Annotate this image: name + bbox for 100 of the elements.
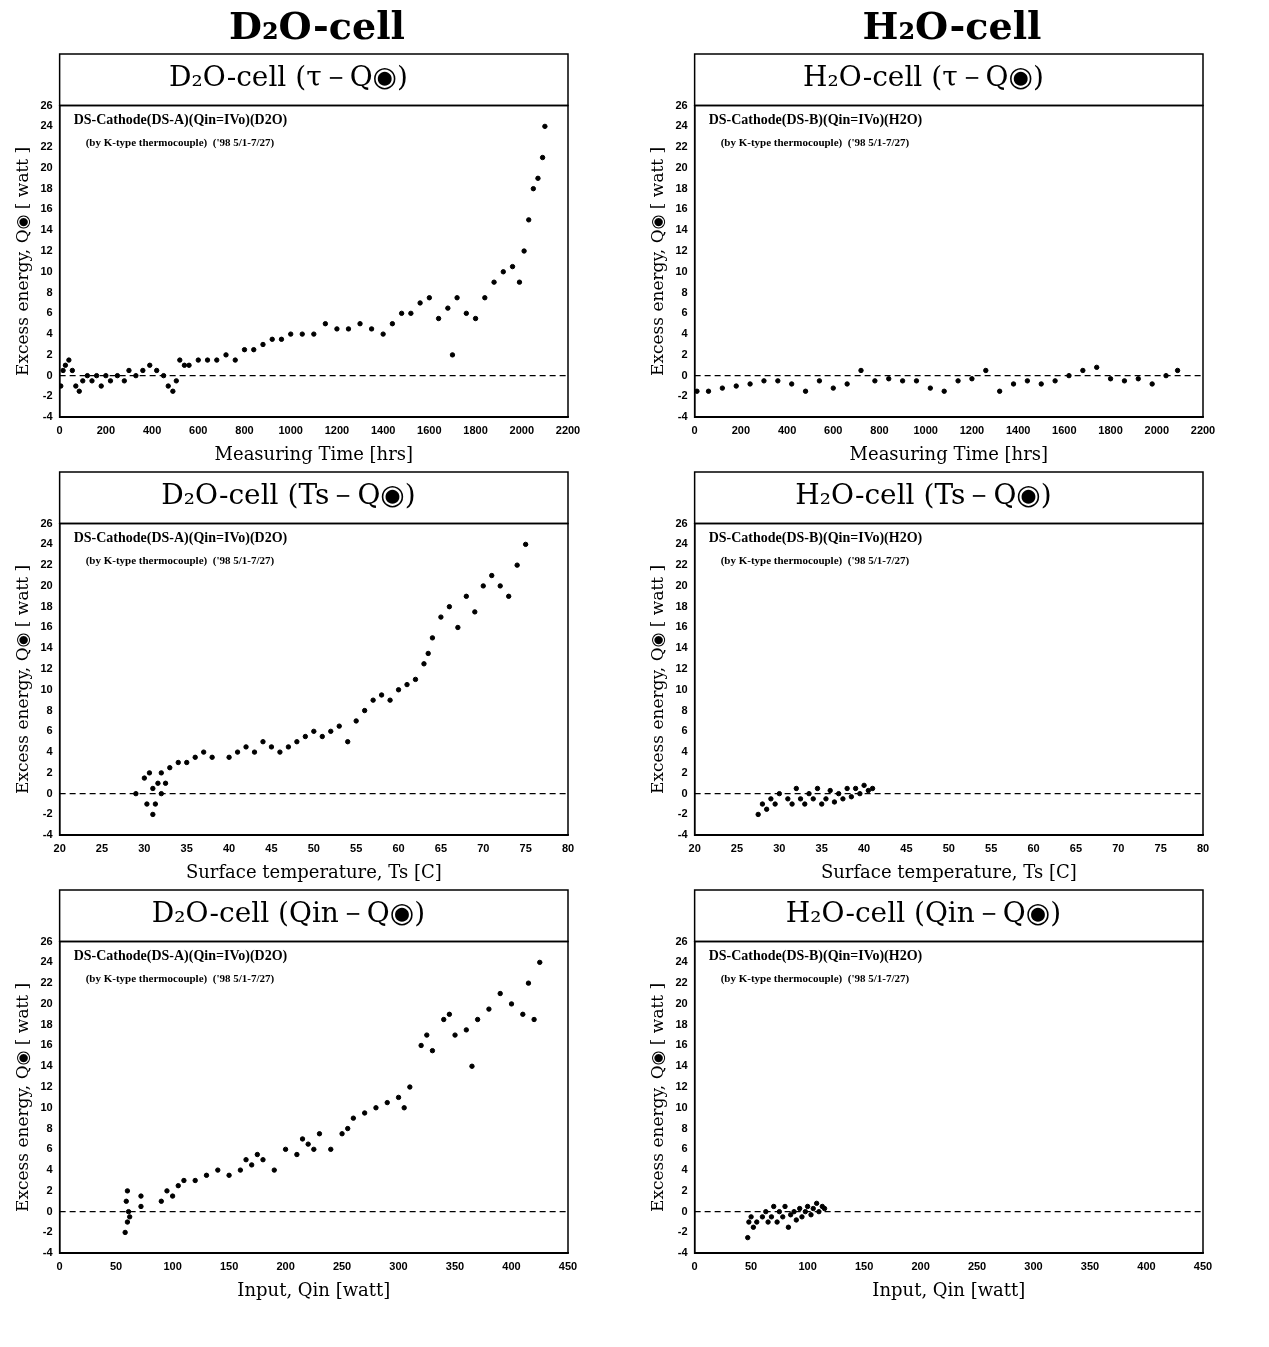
y-tick-label: 16	[39, 620, 53, 633]
y-tick-label: 22	[39, 976, 53, 989]
y-tick-label: 14	[39, 223, 53, 236]
x-tick-label: 300	[388, 1259, 408, 1272]
y-tick-label: 16	[39, 202, 53, 215]
x-tick-label: 45	[264, 841, 278, 854]
x-tick-label: 65	[1069, 841, 1082, 854]
y-tick-label: -2	[677, 389, 688, 402]
y-tick-label: 22	[674, 558, 688, 571]
y-tick-label: 14	[674, 1059, 688, 1072]
annotation: DS-Cathode(DS-B)(Qin=IVo)(H2O)	[708, 948, 923, 965]
x-tick-label: 60	[1026, 841, 1040, 854]
annotation: (by K-type thermocouple) ('98 5/1-7/27)	[720, 971, 909, 985]
y-tick-label: 0	[46, 786, 53, 799]
x-axis-title: Measuring Time [hrs]	[849, 442, 1048, 464]
y-tick-label: 16	[674, 1038, 688, 1051]
y-tick-label: 24	[674, 955, 688, 968]
annotation: (by K-type thermocouple) ('98 5/1-7/27)	[720, 135, 909, 149]
chart-subtitle: H₂O-cell	[862, 2, 1042, 50]
y-tick-label: 4	[681, 1163, 689, 1176]
y-tick-label: 8	[46, 1121, 53, 1134]
x-tick-label: 350	[1080, 1259, 1099, 1272]
y-tick-label: 16	[674, 620, 688, 633]
x-tick-label: 400	[501, 1259, 521, 1272]
x-axis-title: Input, Qin [watt]	[236, 1278, 390, 1300]
x-tick-label: 200	[731, 423, 750, 436]
y-tick-label: -4	[42, 410, 54, 423]
x-tick-label: 65	[434, 841, 447, 854]
y-tick-label: 0	[681, 368, 688, 381]
y-tick-label: 2	[46, 347, 53, 360]
x-tick-label: 450	[1193, 1259, 1212, 1272]
y-tick-label: 8	[681, 703, 688, 716]
x-tick-label: 1800	[1097, 423, 1123, 436]
y-tick-label: -2	[677, 1225, 688, 1238]
x-tick-label: 1400	[370, 423, 395, 436]
x-tick-label: 2000	[1144, 423, 1169, 436]
y-tick-label: 20	[674, 160, 688, 173]
chart-title: D₂O-cell (Qin－Q◉)	[151, 896, 425, 930]
y-tick-label: 0	[46, 368, 53, 381]
x-axis-title: Surface temperature, Ts [C]	[185, 860, 442, 882]
x-tick-label: 60	[391, 841, 405, 854]
y-tick-label: 6	[681, 1142, 688, 1155]
x-tick-label: 600	[188, 423, 207, 436]
y-tick-label: 10	[39, 682, 53, 695]
y-tick-label: 22	[674, 976, 688, 989]
y-tick-label: 24	[674, 119, 688, 132]
y-tick-label: -4	[677, 410, 689, 423]
y-tick-label: 6	[46, 1142, 53, 1155]
x-tick-label: 2000	[509, 423, 534, 436]
x-tick-label: 800	[234, 423, 254, 436]
x-tick-label: 0	[691, 423, 698, 436]
x-tick-label: 1800	[462, 423, 488, 436]
x-tick-label: 0	[691, 1259, 698, 1272]
y-tick-label: 6	[46, 306, 53, 319]
y-tick-label: -4	[42, 828, 54, 841]
chart-title: H₂O-cell (τ－Q◉)	[802, 60, 1044, 94]
chart-title: D₂O-cell (τ－Q◉)	[168, 60, 408, 94]
x-tick-label: 55	[349, 841, 362, 854]
x-axis-title: Surface temperature, Ts [C]	[820, 860, 1077, 882]
y-tick-label: 14	[674, 641, 688, 654]
x-tick-label: 30	[772, 841, 785, 854]
x-tick-label: 70	[1111, 841, 1124, 854]
y-tick-label: 6	[46, 724, 53, 737]
y-axis-title: Excess energy, Q◉ [ watt ]	[646, 982, 667, 1213]
y-tick-label: 10	[39, 264, 53, 277]
y-tick-label: 2	[681, 765, 688, 778]
x-tick-label: 1400	[1005, 423, 1030, 436]
x-tick-label: 150	[219, 1259, 238, 1272]
x-tick-label: 50	[307, 841, 320, 854]
x-tick-label: 250	[332, 1259, 351, 1272]
y-tick-label: 22	[39, 558, 53, 571]
y-tick-label: 4	[681, 745, 689, 758]
y-tick-label: 22	[39, 140, 53, 153]
y-tick-label: 2	[681, 347, 688, 360]
y-tick-label: 10	[674, 1100, 688, 1113]
y-tick-label: 8	[46, 285, 53, 298]
y-axis-title: Excess energy, Q◉ [ watt ]	[646, 146, 667, 377]
y-tick-label: -4	[677, 1246, 689, 1259]
x-tick-label: 200	[96, 423, 115, 436]
x-tick-label: 2200	[555, 423, 580, 436]
y-tick-label: 18	[674, 1017, 688, 1030]
y-tick-label: 6	[681, 306, 688, 319]
y-tick-label: -2	[677, 807, 688, 820]
y-tick-label: 6	[681, 724, 688, 737]
y-tick-label: 14	[674, 223, 688, 236]
chart-title: H₂O-cell (Ts－Q◉)	[794, 478, 1052, 512]
y-tick-label: -4	[42, 1246, 54, 1259]
x-tick-label: 55	[984, 841, 997, 854]
y-tick-label: 10	[39, 1100, 53, 1113]
x-tick-label: 150	[854, 1259, 873, 1272]
x-tick-label: 600	[823, 423, 842, 436]
y-tick-label: 2	[681, 1183, 688, 1196]
y-tick-label: 12	[39, 1080, 53, 1093]
y-tick-label: -2	[42, 389, 53, 402]
x-tick-label: 30	[137, 841, 150, 854]
y-tick-label: -4	[677, 828, 689, 841]
y-tick-label: 20	[39, 996, 53, 1009]
y-tick-label: 20	[674, 996, 688, 1009]
chart-subtitle: D₂O-cell	[228, 2, 406, 50]
x-tick-label: 1200	[324, 423, 349, 436]
